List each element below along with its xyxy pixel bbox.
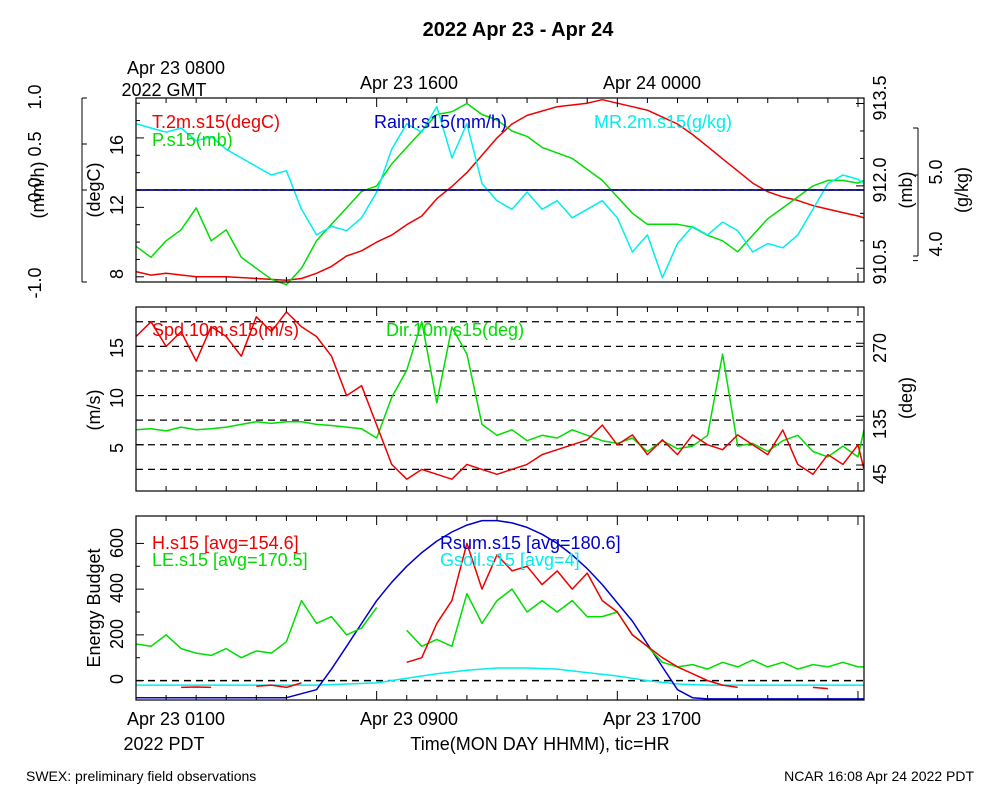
gmt-tick-label-1: Apr 23 1600 [360,73,458,93]
tick-mm-h-05: 0.5 [25,131,45,156]
legend-net-radiation: Rsum.s15 [avg=180.6] [440,533,621,553]
panel-middle-grid [136,321,864,470]
panel-bottom-series [135,519,864,700]
tick-mb-9105: 910.5 [870,239,890,284]
footer-right: NCAR 16:08 Apr 24 2022 PDT [784,768,974,784]
pdt-tick-label-0: Apr 23 0100 [127,709,225,729]
axis-label-deg: (deg) [896,377,916,419]
legend-rain-rate: Rainr.s15(mm/h) [374,112,507,132]
series-line-rsum-s15-avg-180-6 [136,519,864,700]
axis-label-mm-h: (mm/h) [28,162,48,219]
panel-middle-frame [135,306,865,492]
panel-bottom: 0 200 400 600 Energy Budget H.s15 [avg=1… [84,515,865,701]
tick-deg-45: 45 [870,464,890,484]
gmt-tick-label-0: Apr 23 0800 [127,58,225,78]
tick-deg-135: 135 [870,409,890,439]
tick-eb-400: 400 [107,573,127,603]
series-line-spd-10m-s15-m-s [135,311,865,480]
tick-ms-15: 15 [107,338,127,358]
tick-eb-0: 0 [107,674,127,684]
panel-bottom-frame [135,515,865,701]
series-line-gsoil-s15-avg-4 [136,667,864,686]
legend-sensible-heat: H.s15 [avg=154.6] [152,533,299,553]
tick-g-kg-5: 5.0 [926,159,946,184]
axis-label-ms: (m/s) [84,390,104,431]
tick-mm-h-1: 1.0 [25,84,45,109]
tick-deg-270: 270 [870,333,890,363]
footer-left: SWEX: preliminary field observations [26,768,256,784]
series-line-h-s15-avg-154-6 [181,542,828,690]
legend-soil-heat: Gsoil.s15 [avg=4] [440,550,580,570]
axis-label-mb: (mb) [896,172,916,209]
tick-degc-12: 12 [107,195,127,215]
panel-middle-series [135,311,865,480]
gmt-year-label: 2022 GMT [121,80,206,100]
pdt-tick-label-2: Apr 23 1700 [603,709,701,729]
pdt-year-label: 2022 PDT [123,734,204,754]
tick-mb-9135: 913.5 [870,75,890,120]
legend-mixing-ratio: MR.2m.s15(g/kg) [594,112,732,132]
tick-ms-5: 5 [107,443,127,453]
x-axis-label: Time(MON DAY HHMM), tic=HR [410,734,669,754]
axis-label-degc: (degC) [84,162,104,217]
series-line-dir-10m-s15-deg [135,320,865,458]
series-line-mr-2m-s15-g-kg [135,105,865,279]
series-line-p-s15-mb [135,102,865,286]
panel-top-ticks [82,97,918,283]
panel-bottom-ticks [135,516,859,700]
legend-pressure: P.s15(mb) [152,130,233,150]
pdt-tick-label-1: Apr 23 0900 [360,709,458,729]
tick-mb-912: 912.0 [870,157,890,202]
chart-title: 2022 Apr 23 - Apr 24 [423,19,615,41]
tick-degc-8: 8 [107,269,127,279]
tick-g-kg-4: 4.0 [926,231,946,256]
legend-wind-direction: Dir.10m.s15(deg) [386,320,524,340]
panel-top: -1.0 0.0 0.5 1.0 (mm/h) 8 12 16 (degC) 9… [25,75,972,298]
tick-eb-600: 600 [107,528,127,558]
tick-mm-h-0: 0.0 [25,177,45,202]
gmt-tick-label-2: Apr 24 0000 [603,73,701,93]
legend-wind-speed: Spd.10m.s15(m/s) [152,320,299,340]
axis-label-g-kg: (g/kg) [952,167,972,213]
tick-eb-200: 200 [107,619,127,649]
legend-temperature: T.2m.s15(degC) [152,112,280,132]
tick-mm-h-neg1: -1.0 [25,267,45,298]
axis-label-energy-budget: Energy Budget [84,548,104,667]
series-line-le-s15-avg-170-5 [135,588,864,670]
panel-middle: 5 10 15 (m/s) 45 135 270 (deg) Spd.10m.s… [84,306,916,492]
legend-latent-heat: LE.s15 [avg=170.5] [152,550,308,570]
panel-top-series [135,98,865,286]
panel-middle-ticks [135,307,864,491]
tick-ms-10: 10 [107,388,127,408]
tick-degc-16: 16 [107,135,127,155]
